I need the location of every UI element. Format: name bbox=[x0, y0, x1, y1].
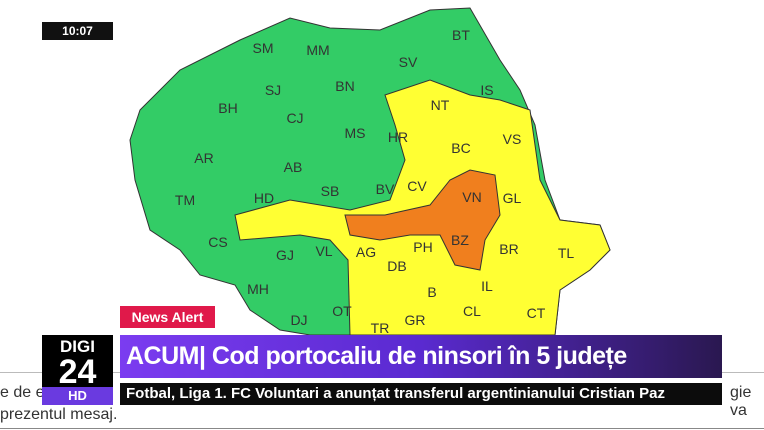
county-label: AR bbox=[194, 150, 214, 166]
county-label: SJ bbox=[264, 82, 282, 98]
county-label: TM bbox=[174, 192, 196, 208]
county-label: GR bbox=[404, 312, 426, 328]
county-label: MS bbox=[344, 125, 366, 141]
county-label: NT bbox=[430, 97, 450, 113]
background-text-left: e de e bbox=[0, 384, 45, 401]
region-orange bbox=[344, 169, 501, 271]
digi24-logo: DIGI 24 HD bbox=[42, 335, 113, 405]
county-label: OT bbox=[332, 303, 352, 319]
headline-banner: ACUM| Cod portocaliu de ninsori în 5 jud… bbox=[120, 335, 722, 378]
county-label: VL bbox=[315, 243, 333, 259]
county-label: MM bbox=[306, 42, 330, 58]
county-label: SB bbox=[320, 183, 340, 199]
county-label: IS bbox=[480, 82, 494, 98]
county-label: HD bbox=[253, 190, 275, 206]
county-label: GL bbox=[502, 190, 522, 206]
county-label: BT bbox=[452, 27, 470, 43]
county-label: BN bbox=[335, 78, 355, 94]
county-label: CV bbox=[407, 178, 427, 194]
hd-badge: HD bbox=[42, 387, 113, 405]
background-text-right: gie va bbox=[730, 384, 752, 419]
news-alert-badge: News Alert bbox=[120, 306, 215, 328]
county-label: TL bbox=[557, 245, 575, 261]
county-label: BZ bbox=[451, 232, 469, 248]
county-label: IL bbox=[481, 278, 493, 294]
romania-warning-map bbox=[129, 7, 611, 336]
county-label: CT bbox=[526, 305, 546, 321]
logo-top: DIGI bbox=[60, 337, 95, 356]
county-label: B bbox=[427, 284, 437, 300]
county-label: VS bbox=[502, 131, 522, 147]
clock: 10:07 bbox=[42, 22, 113, 40]
county-label: BR bbox=[499, 241, 519, 257]
logo-number: 24 bbox=[58, 353, 97, 391]
county-label: CL bbox=[463, 303, 481, 319]
county-label: BC bbox=[451, 140, 471, 156]
county-label: MH bbox=[247, 281, 269, 297]
county-label: BH bbox=[218, 100, 238, 116]
county-label: TR bbox=[370, 320, 390, 336]
county-label: AB bbox=[283, 159, 303, 175]
divider bbox=[0, 428, 764, 429]
background-text-line2: prezentul mesaj. bbox=[0, 406, 118, 423]
news-ticker: Fotbal, Liga 1. FC Voluntari a anunțat t… bbox=[120, 383, 722, 405]
county-label: DJ bbox=[290, 312, 308, 328]
county-label: BV bbox=[375, 181, 395, 197]
county-label: PH bbox=[413, 239, 433, 255]
county-label: DB bbox=[387, 258, 407, 274]
county-label: GJ bbox=[276, 247, 294, 263]
county-label: VN bbox=[462, 189, 482, 205]
county-label: CJ bbox=[286, 110, 304, 126]
county-label: HR bbox=[387, 129, 409, 145]
county-label: CS bbox=[208, 234, 228, 250]
county-label: AG bbox=[355, 244, 377, 260]
county-label: SM bbox=[252, 40, 274, 56]
county-label: SV bbox=[398, 54, 418, 70]
